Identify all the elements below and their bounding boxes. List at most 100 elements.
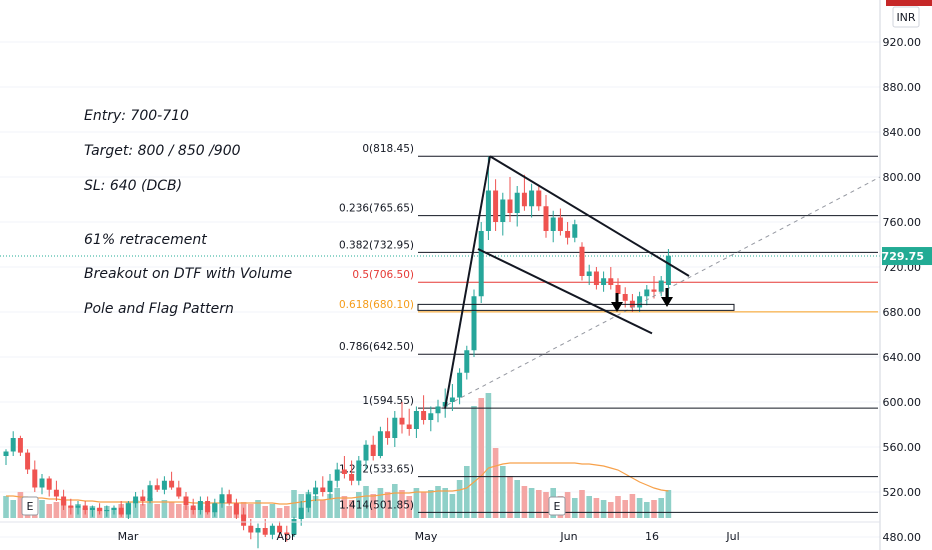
volume-bar — [370, 494, 376, 518]
pattern-note: Pole and Flag Pattern — [84, 301, 234, 317]
volume-bar — [521, 486, 528, 518]
candle-body — [89, 507, 95, 510]
candle-body — [212, 503, 218, 513]
candle-body — [298, 507, 304, 519]
price-tick-label: 680.00 — [883, 306, 922, 319]
candle-body — [255, 528, 261, 533]
candle-body — [53, 489, 59, 497]
volume-bar — [334, 488, 340, 518]
volume-bar — [413, 488, 420, 518]
candle-body — [572, 224, 578, 238]
volume-bar — [219, 500, 225, 518]
volume-bar — [147, 498, 153, 518]
volume-bar — [564, 492, 571, 518]
candle-body — [39, 478, 45, 488]
time-tick-label: Mar — [118, 530, 139, 543]
candle-body — [608, 278, 614, 285]
candle-body — [471, 296, 477, 351]
volume-bar — [665, 490, 672, 518]
volume-bar — [168, 502, 175, 518]
volume-bar — [356, 492, 362, 518]
candle-body — [25, 452, 31, 470]
pattern-drawings[interactable] — [417, 155, 881, 410]
candle-body — [161, 480, 167, 490]
candle-body — [500, 199, 506, 222]
earnings-marker-letter: E — [27, 500, 34, 513]
grid-lines — [0, 41, 880, 538]
candle-body — [61, 496, 67, 506]
candle-body — [341, 469, 347, 474]
entry-note: Entry: 700-710 — [84, 108, 189, 124]
volume-bar — [53, 502, 60, 518]
candle-body — [197, 501, 203, 510]
candle-body — [593, 271, 599, 285]
volume-bar — [435, 486, 441, 518]
candle-body — [82, 505, 88, 510]
volume-bar — [399, 490, 405, 518]
candle-body — [349, 474, 355, 481]
time-axis[interactable]: Mar Apr May Jun 16 Jul E E — [0, 496, 880, 543]
candle-body — [154, 485, 160, 490]
candle-body — [493, 190, 499, 222]
candle-body — [320, 487, 326, 492]
volume-bar — [39, 500, 45, 518]
candle-body — [241, 514, 247, 526]
price-tick-label: 760.00 — [883, 216, 922, 229]
volume-bar — [327, 494, 333, 518]
candle-body — [478, 231, 484, 297]
volume-bar — [276, 508, 283, 518]
retracement-note: 61% retracement — [84, 232, 207, 248]
candle-body — [277, 525, 283, 533]
rising-support-dashed-line — [439, 176, 881, 410]
candle-body — [377, 431, 383, 456]
flag-lower-trendline — [477, 248, 653, 335]
volume-bar — [528, 488, 535, 518]
volume-bar — [291, 490, 297, 518]
volume-ma-line — [6, 462, 669, 505]
candle-body — [327, 480, 333, 492]
fibonacci-retracement[interactable]: 0(818.45) 0.236(765.65) 0.382(732.95) 0.5(7… — [339, 143, 878, 550]
volume-bar — [636, 498, 643, 518]
fib-level-label: 1(594.55) — [362, 395, 414, 407]
fib-level-label: 0.5(706.50) — [352, 269, 414, 281]
candle-body — [435, 406, 441, 414]
volume-bar — [17, 492, 24, 518]
volume-bar — [608, 502, 614, 518]
price-tick-label: 840.00 — [883, 126, 922, 139]
candle-body — [370, 444, 376, 456]
candle-body — [118, 507, 124, 515]
volume-bar — [154, 504, 160, 518]
candle-body — [406, 424, 412, 429]
volume-bar — [644, 502, 650, 518]
earnings-marker-icon — [548, 496, 566, 516]
candle-body — [622, 294, 628, 301]
price-tick-label: 880.00 — [883, 81, 922, 94]
volume-bar — [10, 500, 16, 518]
volume-bar — [543, 492, 549, 518]
support-zone-box — [417, 303, 735, 311]
breakout-note: Breakout on DTF with Volume — [84, 266, 293, 282]
price-axis[interactable]: INR920.00880.00840.00800.00760.00720.006… — [879, 0, 932, 550]
candle-body — [428, 413, 434, 420]
candle-body — [550, 217, 556, 231]
time-tick-label: 16 — [645, 530, 659, 543]
candle-body — [392, 417, 398, 438]
candle-body — [68, 505, 74, 508]
candle-body — [140, 496, 146, 501]
last-price-badge — [882, 247, 932, 266]
time-tick-label: May — [415, 530, 438, 543]
candle-body — [169, 480, 175, 488]
candle-body — [291, 519, 297, 535]
candle-body — [46, 478, 52, 490]
currency-box — [892, 6, 920, 28]
candle-body — [147, 485, 153, 501]
candle-body — [421, 411, 427, 420]
price-tick-label: 800.00 — [883, 171, 922, 184]
candle-body — [485, 190, 491, 231]
price-tick-label: 480.00 — [883, 531, 922, 544]
candle-body — [514, 192, 520, 213]
volume-bar — [442, 488, 448, 518]
candle-body — [385, 431, 391, 438]
candle-body — [269, 525, 275, 535]
